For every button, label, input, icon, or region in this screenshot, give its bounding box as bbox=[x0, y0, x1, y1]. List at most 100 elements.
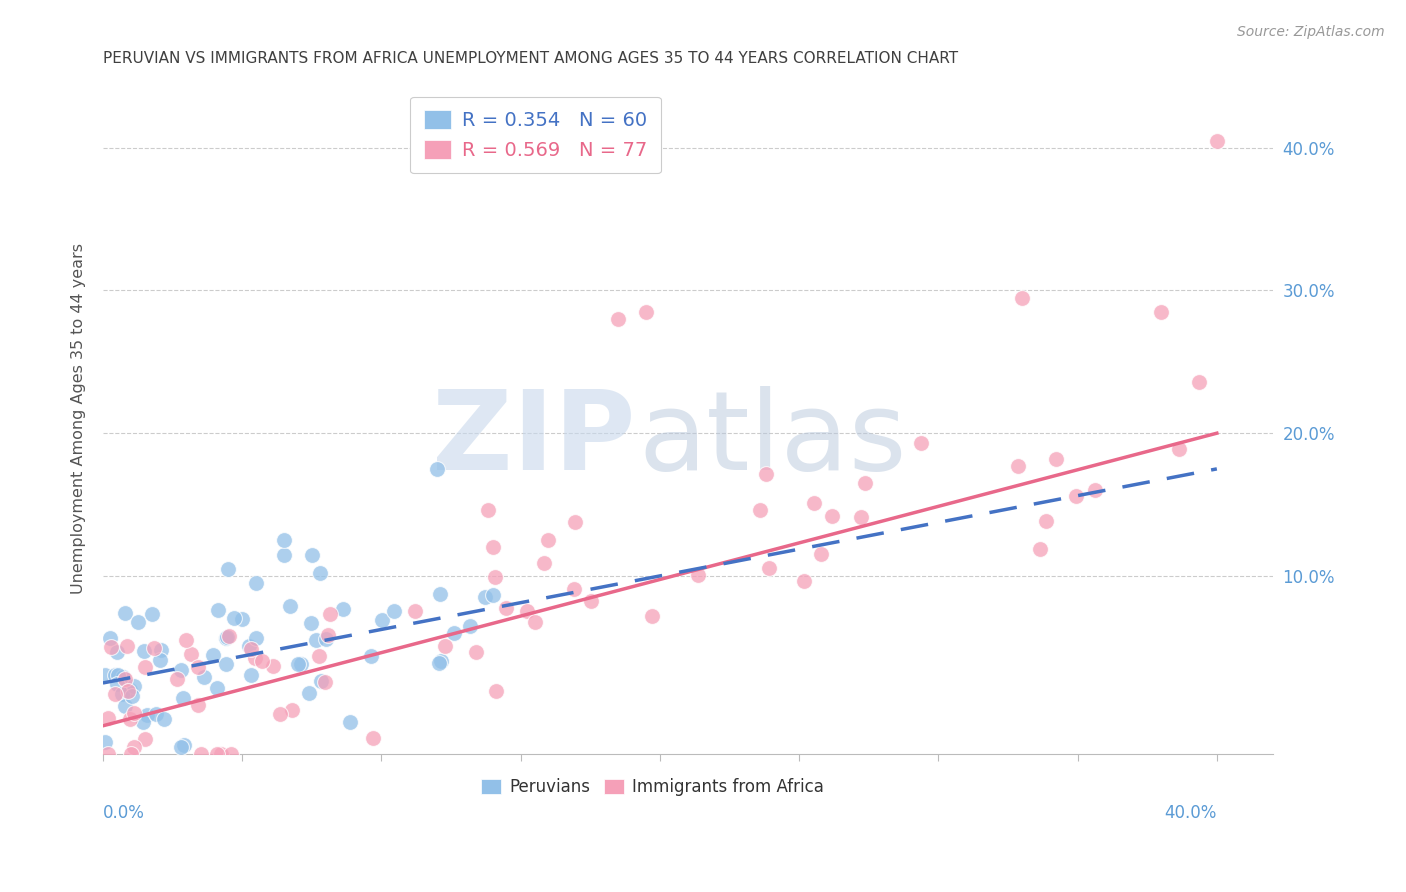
Point bbox=[238, 639, 260, 653]
Point bbox=[533, 556, 555, 570]
Point bbox=[269, 706, 291, 721]
Point bbox=[301, 548, 323, 562]
Point bbox=[245, 631, 267, 645]
Point bbox=[523, 615, 546, 629]
Point bbox=[114, 672, 136, 686]
Point bbox=[94, 668, 117, 682]
Point bbox=[273, 533, 295, 548]
Point bbox=[107, 668, 129, 682]
Point bbox=[245, 576, 267, 591]
Text: atlas: atlas bbox=[638, 385, 907, 492]
Point bbox=[308, 649, 330, 664]
Point bbox=[122, 706, 145, 720]
Point bbox=[474, 590, 496, 604]
Point bbox=[382, 603, 405, 617]
Point bbox=[97, 747, 120, 762]
Point bbox=[217, 562, 239, 576]
Point bbox=[1035, 514, 1057, 528]
Point bbox=[309, 566, 332, 581]
Point bbox=[299, 616, 322, 631]
Point bbox=[132, 644, 155, 658]
Point bbox=[153, 712, 176, 726]
Point bbox=[166, 672, 188, 686]
Point bbox=[100, 640, 122, 654]
Point bbox=[339, 714, 361, 729]
Point bbox=[239, 667, 262, 681]
Point bbox=[481, 589, 503, 603]
Point bbox=[537, 533, 560, 548]
Point bbox=[135, 707, 157, 722]
Point bbox=[273, 548, 295, 562]
Point bbox=[1205, 134, 1227, 148]
Point bbox=[205, 747, 228, 762]
Point bbox=[361, 731, 384, 746]
Point bbox=[219, 747, 242, 762]
Point bbox=[429, 587, 451, 601]
Point bbox=[305, 633, 328, 648]
Point bbox=[105, 644, 128, 658]
Point bbox=[641, 608, 664, 623]
Point bbox=[910, 435, 932, 450]
Point bbox=[131, 714, 153, 729]
Point bbox=[240, 642, 263, 657]
Point bbox=[120, 747, 142, 762]
Point bbox=[427, 656, 450, 670]
Point bbox=[495, 601, 517, 615]
Text: PERUVIAN VS IMMIGRANTS FROM AFRICA UNEMPLOYMENT AMONG AGES 35 TO 44 YEARS CORREL: PERUVIAN VS IMMIGRANTS FROM AFRICA UNEMP… bbox=[103, 51, 957, 66]
Point bbox=[176, 632, 198, 647]
Point bbox=[207, 603, 229, 617]
Point bbox=[485, 684, 508, 698]
Point bbox=[97, 711, 120, 725]
Point bbox=[173, 738, 195, 752]
Point bbox=[332, 602, 354, 616]
Point bbox=[218, 629, 240, 643]
Point bbox=[124, 679, 146, 693]
Point bbox=[149, 652, 172, 666]
Point bbox=[145, 707, 167, 722]
Point bbox=[141, 607, 163, 621]
Point bbox=[755, 467, 778, 482]
Point bbox=[853, 475, 876, 490]
Point bbox=[360, 648, 382, 663]
Text: Source: ZipAtlas.com: Source: ZipAtlas.com bbox=[1237, 25, 1385, 39]
Point bbox=[793, 574, 815, 588]
Point bbox=[111, 686, 134, 700]
Point bbox=[1066, 489, 1088, 503]
Point bbox=[114, 698, 136, 713]
Point bbox=[243, 651, 266, 665]
Point bbox=[134, 732, 156, 747]
Point bbox=[250, 654, 273, 668]
Point bbox=[849, 509, 872, 524]
Point bbox=[821, 509, 844, 524]
Point bbox=[426, 462, 449, 476]
Point bbox=[370, 613, 392, 627]
Point bbox=[104, 687, 127, 701]
Point bbox=[187, 660, 209, 674]
Point bbox=[404, 603, 426, 617]
Point bbox=[112, 670, 135, 684]
Point bbox=[688, 568, 710, 582]
Point bbox=[134, 660, 156, 674]
Point bbox=[803, 496, 825, 510]
Point bbox=[190, 747, 212, 762]
Point bbox=[117, 684, 139, 698]
Point bbox=[1150, 305, 1173, 319]
Point bbox=[1083, 483, 1105, 497]
Point bbox=[117, 639, 139, 653]
Point bbox=[749, 503, 772, 517]
Point bbox=[1188, 375, 1211, 389]
Point bbox=[290, 657, 312, 671]
Point bbox=[1045, 452, 1067, 467]
Point bbox=[481, 541, 503, 555]
Point bbox=[465, 645, 488, 659]
Point bbox=[484, 570, 506, 584]
Point bbox=[579, 594, 602, 608]
Point bbox=[607, 312, 630, 326]
Point bbox=[1011, 291, 1033, 305]
Point bbox=[315, 632, 337, 647]
Point bbox=[124, 739, 146, 754]
Point bbox=[205, 681, 228, 695]
Point bbox=[187, 698, 209, 713]
Text: ZIP: ZIP bbox=[432, 385, 636, 492]
Point bbox=[262, 658, 284, 673]
